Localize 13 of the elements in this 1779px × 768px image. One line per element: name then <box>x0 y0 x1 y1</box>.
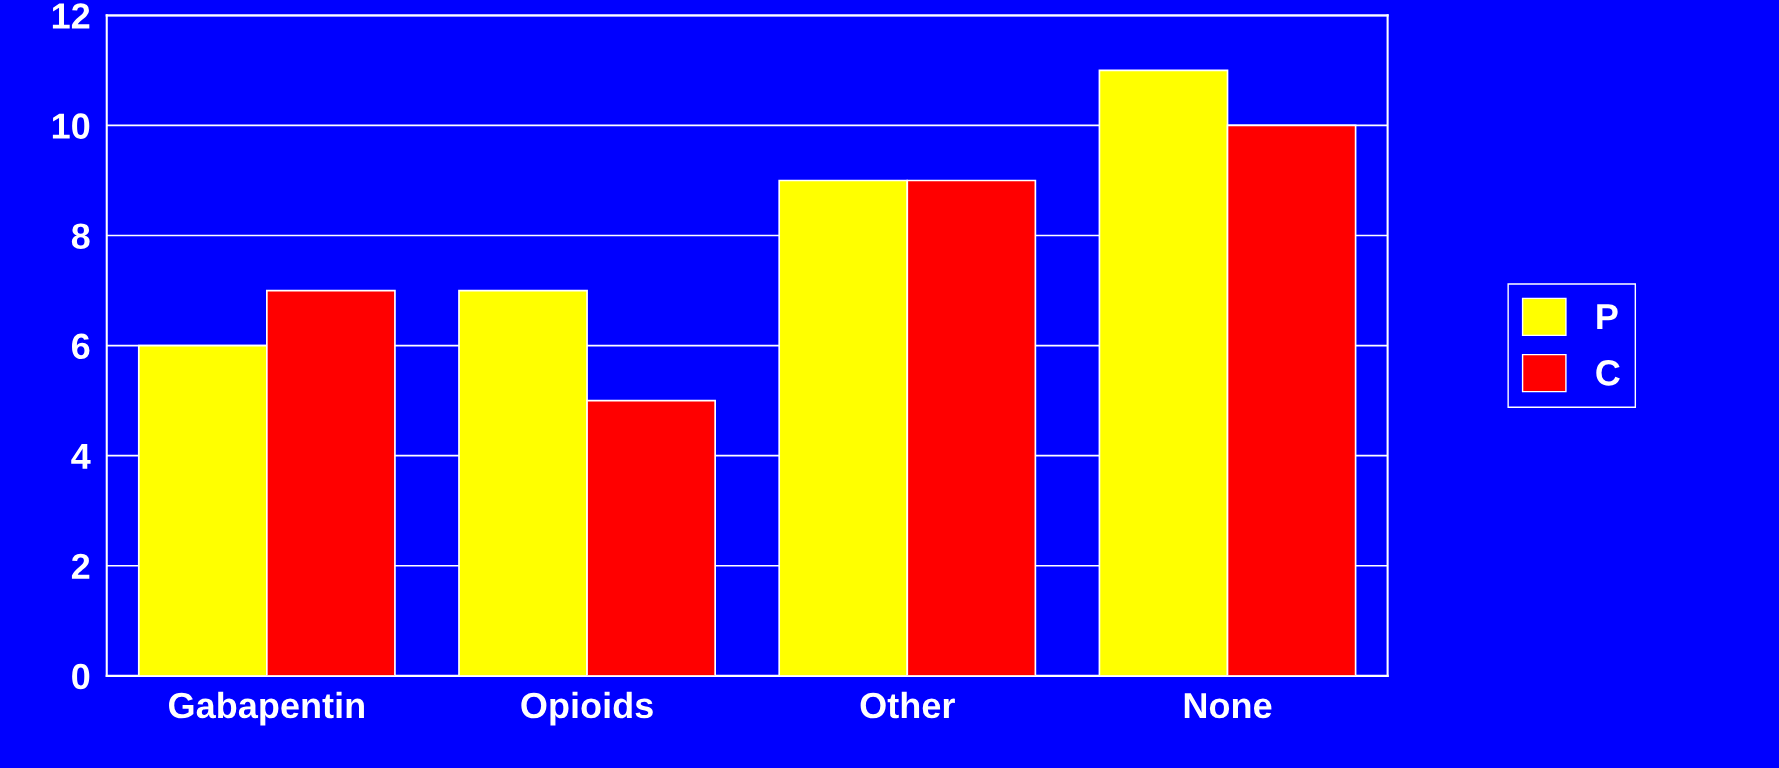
x-tick-label: Opioids <box>521 691 653 726</box>
y-tick-label: 10 <box>52 113 90 139</box>
y-tick-label: 4 <box>71 443 91 469</box>
legend-label: P <box>1597 304 1618 330</box>
x-tick-label: Gabapentin <box>169 691 364 726</box>
y-tick-label: 2 <box>71 553 90 579</box>
y-tick-label: 0 <box>72 663 90 690</box>
y-tick-label: 8 <box>71 223 90 249</box>
y-tick-label: 12 <box>52 3 90 29</box>
legend-label: C <box>1596 360 1620 386</box>
x-tick-label: None <box>1184 693 1272 719</box>
x-tick-label: Other <box>860 691 955 719</box>
y-tick-label: 6 <box>72 333 90 360</box>
